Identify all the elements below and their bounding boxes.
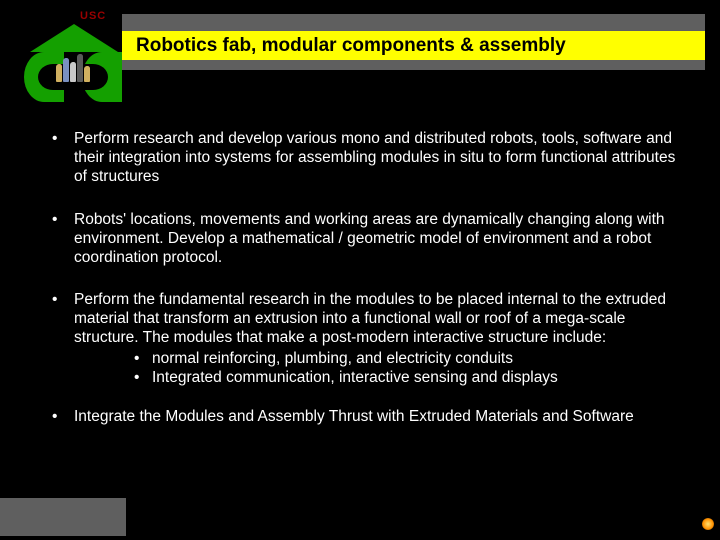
bullet-text: Perform research and develop various mon… — [74, 130, 682, 187]
bullet-icon: • — [48, 408, 74, 427]
page-title: Robotics fab, modular components & assem… — [136, 35, 566, 57]
list-item: • Perform research and develop various m… — [48, 130, 682, 187]
corner-glow-icon — [702, 518, 714, 530]
sub-text: Integrated communication, interactive se… — [152, 369, 558, 388]
title-strip: Robotics fab, modular components & assem… — [122, 31, 705, 60]
list-item: • Integrate the Modules and Assembly Thr… — [48, 408, 682, 427]
bullet-text: Integrate the Modules and Assembly Thrus… — [74, 408, 682, 427]
bullet-icon: • — [48, 130, 74, 187]
list-item: • Integrated communication, interactive … — [134, 369, 682, 388]
bullet-text: Perform the fundamental research in the … — [74, 291, 682, 388]
bullet-text: Robots' locations, movements and working… — [74, 211, 682, 268]
list-item: • normal reinforcing, plumbing, and elec… — [134, 350, 682, 369]
logo: USC — [10, 6, 122, 106]
list-item: • Robots' locations, movements and worki… — [48, 211, 682, 268]
sub-text: normal reinforcing, plumbing, and electr… — [152, 350, 513, 369]
bullet-icon: • — [134, 369, 152, 388]
bullet-body: Perform the fundamental research in the … — [74, 291, 666, 346]
content-area: • Perform research and develop various m… — [48, 130, 682, 451]
bullet-icon: • — [134, 350, 152, 369]
footer-block — [0, 498, 126, 536]
bullet-icon: • — [48, 291, 74, 388]
bullet-icon: • — [48, 211, 74, 268]
list-item: • Perform the fundamental research in th… — [48, 291, 682, 388]
sub-list: • normal reinforcing, plumbing, and elec… — [134, 350, 682, 388]
org-label: USC — [80, 10, 106, 22]
people-icon — [54, 46, 92, 82]
